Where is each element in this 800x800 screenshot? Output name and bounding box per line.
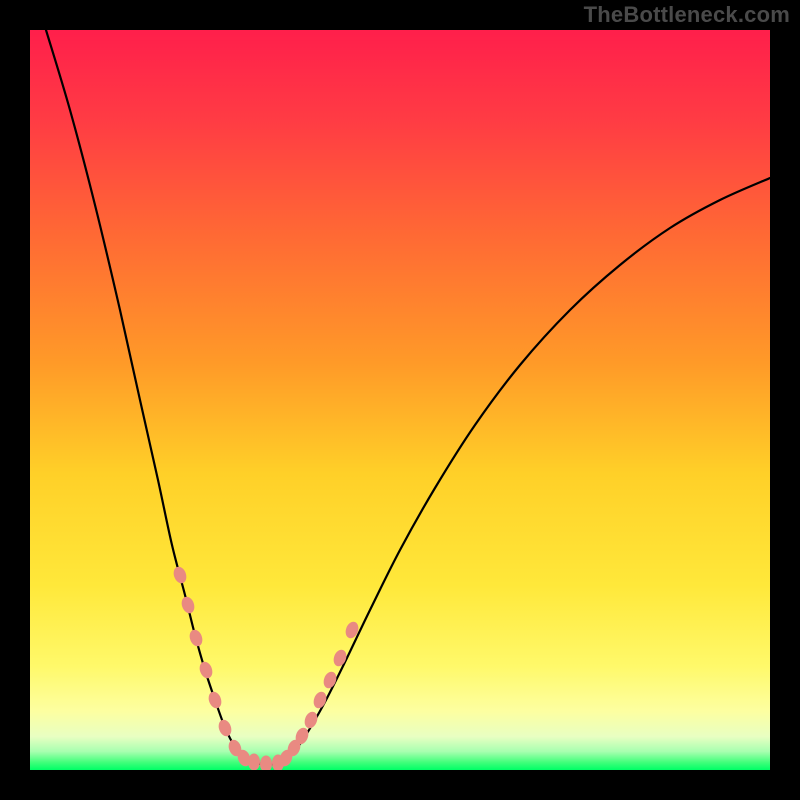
plot-area (30, 30, 770, 770)
data-point (311, 690, 328, 710)
bottleneck-curve (46, 30, 770, 764)
curve-layer (30, 30, 770, 770)
data-point (260, 756, 272, 771)
watermark-text: TheBottleneck.com (584, 2, 790, 28)
data-point (302, 710, 319, 730)
data-point (206, 690, 223, 710)
data-point (197, 660, 214, 680)
bottleneck-chart: TheBottleneck.com (0, 0, 800, 800)
data-point (216, 718, 233, 738)
data-point (179, 595, 196, 615)
data-point (321, 670, 338, 690)
data-point (187, 628, 204, 648)
data-point (248, 754, 260, 771)
data-point (331, 648, 348, 668)
data-point (171, 565, 188, 585)
